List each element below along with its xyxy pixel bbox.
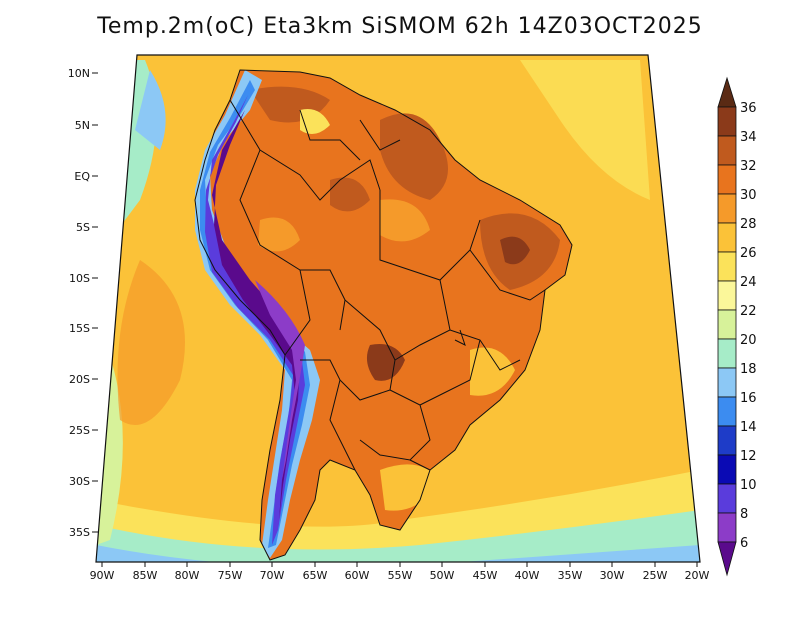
lon-label: 30W bbox=[600, 569, 625, 582]
colorbar-label: 34 bbox=[740, 130, 757, 145]
lon-label: 90W bbox=[90, 569, 115, 582]
map-title: Temp.2m(oC) Eta3km SiSMOM 62h 14Z03OCT20… bbox=[97, 14, 703, 39]
colorbar-label: 6 bbox=[740, 536, 748, 551]
colorbar-swatch bbox=[717, 512, 737, 543]
colorbar-label: 10 bbox=[740, 478, 757, 493]
lat-label: 10N bbox=[68, 67, 90, 80]
colorbar-label: 8 bbox=[740, 507, 748, 522]
lon-label: 70W bbox=[260, 569, 285, 582]
colorbar-swatch bbox=[717, 338, 737, 369]
colorbar-label: 16 bbox=[740, 391, 757, 406]
colorbar-swatch bbox=[717, 193, 737, 224]
colorbar-swatch bbox=[717, 396, 737, 427]
colorbar-swatch bbox=[717, 425, 737, 456]
longitude-axis: 90W 85W 80W 75W 70W 65W 60W 55W 50W 45W … bbox=[90, 562, 710, 582]
lon-label: 25W bbox=[643, 569, 668, 582]
colorbar-swatch bbox=[717, 309, 737, 340]
latitude-axis: 10N 5N EQ 5S 10S 15S 20S 25S 30S 35S bbox=[68, 67, 98, 539]
lat-label: 25S bbox=[69, 424, 90, 437]
lon-label: 55W bbox=[388, 569, 413, 582]
colorbar-label: 36 bbox=[740, 101, 757, 116]
lon-label: 45W bbox=[473, 569, 498, 582]
lon-label: 80W bbox=[175, 569, 200, 582]
lon-label: 20W bbox=[685, 569, 710, 582]
temperature-field bbox=[96, 55, 700, 562]
lat-label: EQ bbox=[74, 170, 90, 183]
colorbar-swatch bbox=[717, 106, 737, 137]
colorbar-label: 26 bbox=[740, 246, 757, 261]
colorbar-swatch bbox=[717, 280, 737, 311]
colorbar-label: 30 bbox=[740, 188, 757, 203]
colorbar-swatch bbox=[717, 222, 737, 253]
colorbar-label: 12 bbox=[740, 449, 757, 464]
colorbar-label: 18 bbox=[740, 362, 757, 377]
lat-label: 30S bbox=[69, 475, 90, 488]
lat-label: 10S bbox=[69, 272, 90, 285]
colorbar-swatch bbox=[717, 135, 737, 166]
colorbar-swatch bbox=[717, 251, 737, 282]
colorbar-swatch bbox=[717, 367, 737, 398]
map-frame bbox=[95, 54, 701, 563]
lon-label: 50W bbox=[430, 569, 455, 582]
lat-label: 35S bbox=[69, 526, 90, 539]
lat-label: 15S bbox=[69, 322, 90, 335]
colorbar-top-arrow bbox=[717, 76, 737, 108]
lat-label: 5N bbox=[75, 119, 90, 132]
lon-label: 35W bbox=[558, 569, 583, 582]
colorbar-swatch bbox=[717, 454, 737, 485]
colorbar-swatch bbox=[717, 483, 737, 514]
lon-label: 75W bbox=[218, 569, 243, 582]
colorbar-label: 22 bbox=[740, 304, 757, 319]
country-borders bbox=[194, 69, 573, 561]
colorbar-label: 24 bbox=[740, 275, 757, 290]
lat-label: 5S bbox=[76, 221, 90, 234]
colorbar: 36 34 32 30 28 26 24 22 20 18 16 14 12 1… bbox=[717, 76, 757, 577]
colorbar-label: 20 bbox=[740, 333, 757, 348]
colorbar-label: 32 bbox=[740, 159, 757, 174]
lon-label: 60W bbox=[345, 569, 370, 582]
colorbar-bottom-arrow bbox=[717, 541, 737, 577]
lon-label: 85W bbox=[133, 569, 158, 582]
lon-label: 40W bbox=[515, 569, 540, 582]
colorbar-swatch bbox=[717, 164, 737, 195]
lon-label: 65W bbox=[303, 569, 328, 582]
colorbar-label: 14 bbox=[740, 420, 757, 435]
colorbar-label: 28 bbox=[740, 217, 757, 232]
lat-label: 20S bbox=[69, 373, 90, 386]
